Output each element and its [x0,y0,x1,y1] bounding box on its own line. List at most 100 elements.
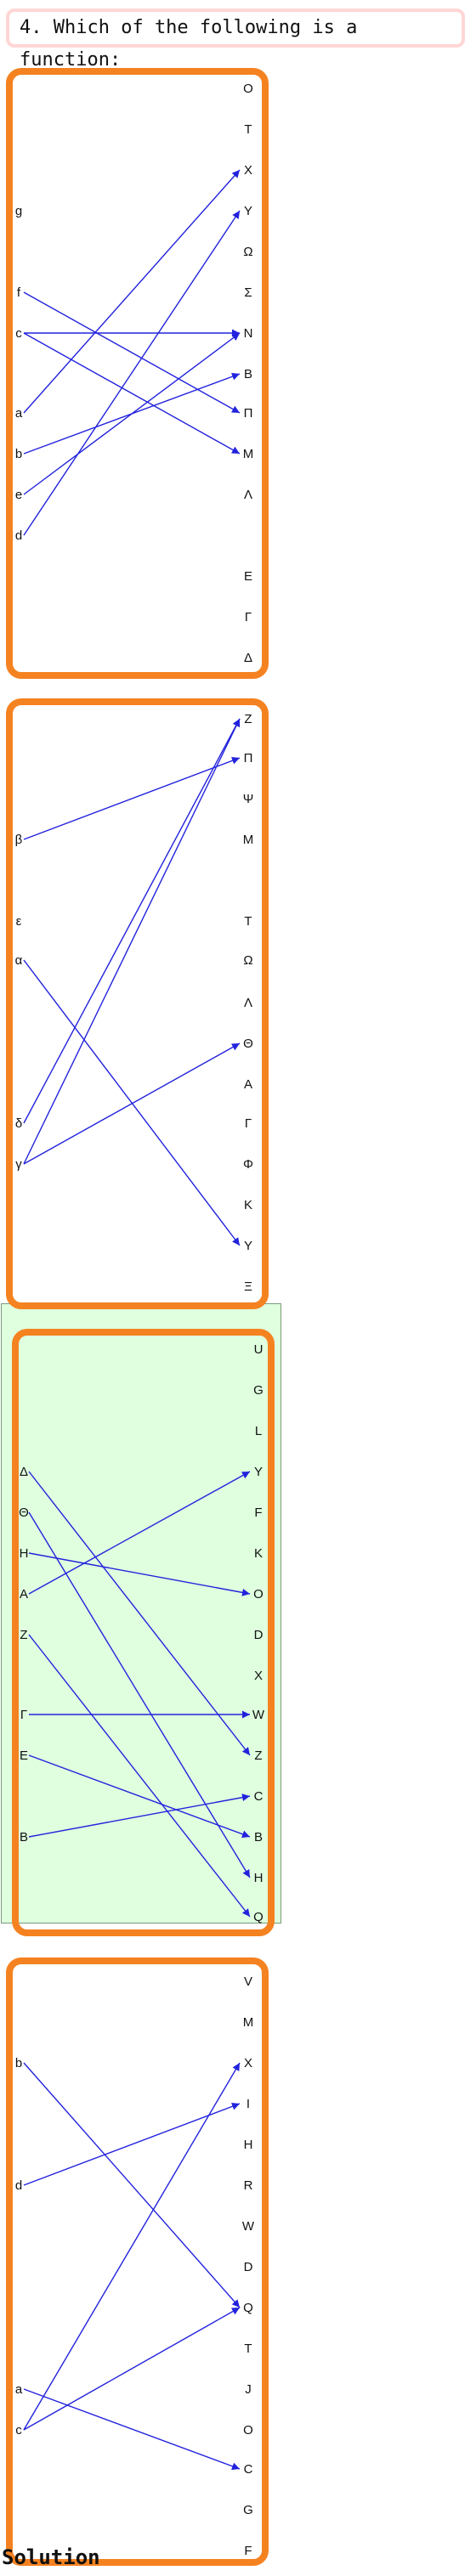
domain-label-1-1: f [17,285,21,300]
correct-answer-highlight [1,1303,281,1924]
domain-label-2-1: ε [16,914,22,929]
codomain-label-1-6: N [244,326,253,341]
codomain-label-3-5: K [254,1546,263,1561]
codomain-label-2-3: M [243,833,254,847]
codomain-label-4-1: M [243,2015,254,2030]
codomain-label-3-4: F [254,1505,262,1520]
codomain-label-1-8: Π [244,406,253,421]
codomain-label-3-6: O [253,1587,264,1602]
domain-label-3-4: Z [20,1628,27,1642]
codomain-label-1-4: Ω [243,245,252,259]
mapping-arrow-3-7 [28,1794,251,1838]
domain-label-2-2: α [15,953,23,968]
codomain-label-4-11: O [243,2423,253,2438]
codomain-label-1-13: Δ [244,651,252,665]
codomain-label-4-7: D [244,2260,253,2274]
codomain-label-2-12: Y [244,1239,252,1253]
domain-label-4-1: d [15,2178,22,2193]
codomain-label-4-10: J [245,2382,252,2397]
codomain-label-1-11: E [244,569,252,584]
diagram-card-1[interactable] [6,68,269,679]
domain-label-4-2: a [15,2382,23,2397]
mapping-arrow-4-1 [23,2102,241,2186]
mapping-arrow-1-0 [23,291,241,414]
codomain-label-3-7: D [254,1628,264,1642]
codomain-label-3-14: Q [253,1910,264,1924]
codomain-label-2-9: Γ [245,1116,252,1131]
codomain-label-4-8: Q [243,2301,253,2315]
domain-label-2-4: γ [15,1157,22,1172]
codomain-label-4-6: W [242,2219,255,2234]
mapping-arrow-1-5 [23,332,241,495]
domain-label-1-0: g [15,204,22,218]
domain-label-1-3: a [15,406,23,421]
mapping-arrow-2-3 [23,718,241,1165]
mapping-arrow-4-4 [23,2307,241,2431]
codomain-label-2-1: Π [244,751,253,765]
codomain-label-2-13: Ξ [244,1280,252,1294]
codomain-label-2-0: Z [244,712,252,726]
mapping-arrow-3-2 [28,1552,251,1596]
domain-label-3-7: B [20,1830,28,1844]
codomain-label-4-12: C [244,2462,253,2477]
codomain-label-2-5: Ω [243,953,252,968]
mapping-arrow-4-0 [23,2062,241,2308]
codomain-label-4-2: X [244,2056,252,2070]
codomain-label-3-9: W [252,1708,265,1722]
codomain-label-4-5: R [244,2178,253,2193]
question-box: 4. Which of the following is a function: [6,8,465,71]
solution-label: Solution [2,2545,100,2569]
domain-label-3-1: Θ [19,1505,29,1520]
mapping-arrow-2-2 [23,718,241,1124]
codomain-label-2-10: Φ [243,1157,253,1172]
domain-label-3-0: Δ [20,1465,28,1479]
codomain-label-4-3: I [246,2097,250,2111]
mapping-arrow-3-6 [28,1754,251,1839]
domain-label-3-3: A [20,1587,28,1602]
codomain-label-3-3: Y [254,1465,263,1479]
codomain-label-4-4: H [244,2138,253,2152]
domain-label-1-5: e [15,488,22,502]
domain-label-4-3: c [15,2423,22,2438]
codomain-label-1-0: O [243,82,253,96]
codomain-label-2-6: Λ [244,996,252,1010]
codomain-label-3-2: L [255,1424,262,1438]
mapping-arrow-3-3 [28,1471,251,1595]
codomain-label-2-8: A [244,1077,252,1092]
mapping-arrow-1-3 [23,169,241,414]
domain-label-3-6: E [20,1748,28,1763]
mapping-arrow-2-1 [23,959,241,1246]
codomain-label-1-10: Λ [244,488,252,502]
mapping-arrow-4-2 [23,2388,241,2471]
domain-label-3-5: Γ [20,1708,27,1722]
codomain-label-2-4: T [244,914,252,929]
domain-label-1-2: c [15,326,22,341]
codomain-label-2-2: Ψ [243,792,254,806]
codomain-label-2-7: Θ [243,1037,253,1051]
diagram-card-2[interactable] [6,698,269,1309]
domain-label-1-4: b [15,447,22,461]
mapping-arrow-2-0 [23,756,241,840]
codomain-label-1-5: Σ [244,285,252,300]
diagram-card-3[interactable] [12,1329,275,1936]
codomain-label-4-0: V [244,1974,252,1989]
domain-label-1-6: d [15,528,22,543]
domain-label-4-0: b [15,2056,22,2070]
codomain-label-3-8: X [254,1669,263,1683]
domain-label-3-2: H [20,1546,29,1561]
diagram-card-4[interactable] [6,1957,269,2566]
mapping-arrow-3-0 [28,1471,251,1756]
mapping-arrow-1-6 [23,210,241,536]
codomain-label-1-3: Y [244,204,252,218]
codomain-label-1-12: Γ [245,610,252,624]
domain-label-2-0: β [15,833,23,847]
mapping-arrow-4-3 [23,2062,241,2431]
mapping-arrow-3-4 [28,1634,251,1918]
codomain-label-1-9: M [243,447,254,461]
codomain-label-3-0: U [254,1342,264,1357]
mapping-arrow-1-2 [23,332,241,455]
codomain-label-3-13: H [254,1871,264,1885]
codomain-label-1-1: T [244,122,252,137]
codomain-label-4-9: T [244,2342,252,2356]
